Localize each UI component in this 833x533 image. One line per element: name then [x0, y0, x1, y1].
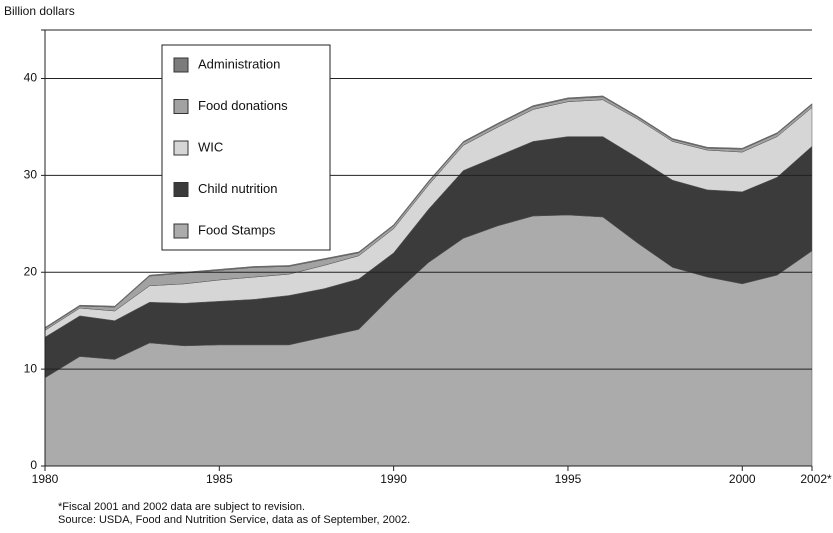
- y-tick-label: 10: [24, 361, 38, 375]
- y-tick-label: 0: [30, 458, 37, 472]
- y-tick-label: 30: [24, 168, 38, 182]
- legend-label: Food Stamps: [198, 222, 276, 237]
- legend-box: [161, 44, 331, 251]
- area: [44, 95, 813, 329]
- y-axis-label: Billion dollars: [4, 4, 75, 18]
- legend-swatch: [173, 223, 189, 239]
- x-tick-label: 1995: [555, 472, 582, 486]
- x-tick-label: 1985: [206, 472, 233, 486]
- legend-swatch: [173, 57, 189, 73]
- legend-swatch: [173, 140, 189, 156]
- y-tick-label: 40: [24, 71, 38, 85]
- legend-label: Administration: [198, 56, 280, 71]
- footnote: *Fiscal 2001 and 2002 data are subject t…: [58, 501, 305, 513]
- legend-label: WIC: [198, 139, 223, 154]
- legend-label: Child nutrition: [198, 181, 278, 196]
- x-tick-label: 1980: [32, 472, 59, 486]
- legend-label: Food donations: [198, 98, 288, 113]
- source: Source: USDA, Food and Nutrition Service…: [58, 514, 410, 526]
- x-tick-label: 1990: [380, 472, 407, 486]
- y-tick-label: 20: [24, 264, 38, 278]
- x-tick-label: 2000: [729, 472, 756, 486]
- legend-swatch: [173, 99, 189, 114]
- legend-swatch: [173, 182, 189, 197]
- x-tick-label: 2002*: [800, 472, 832, 486]
